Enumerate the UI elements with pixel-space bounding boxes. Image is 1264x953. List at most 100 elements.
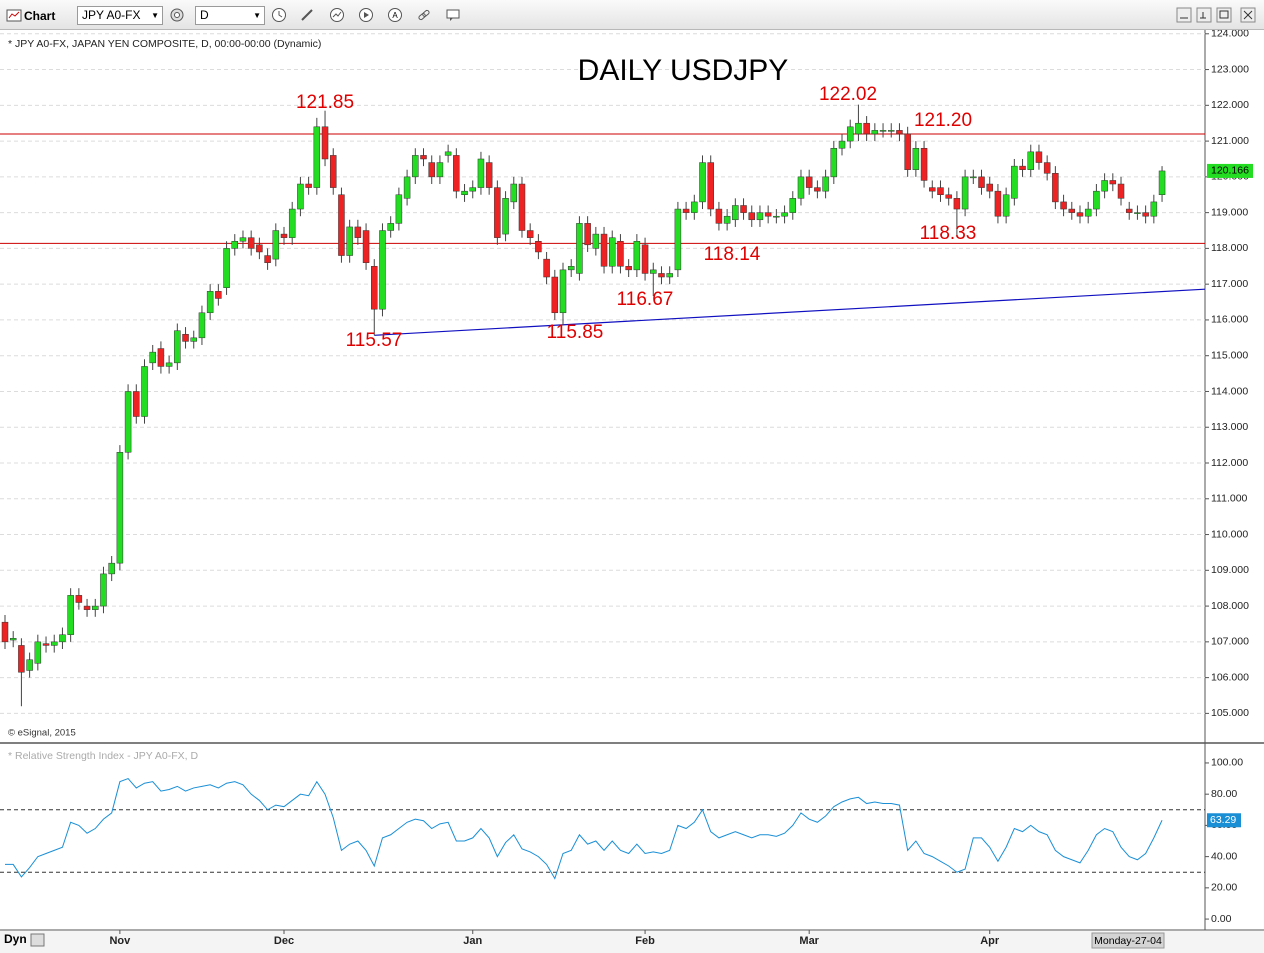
y-tick-label: 111.000 — [1211, 493, 1248, 505]
candle-body — [535, 240, 542, 253]
mode-label: Dyn — [4, 932, 27, 946]
candle-body — [387, 223, 394, 231]
y-tick-label: 108.000 — [1211, 600, 1249, 612]
candle-body — [773, 215, 780, 218]
candle-body — [1093, 190, 1100, 210]
candle-body — [707, 162, 714, 210]
candle-body — [9, 638, 17, 641]
y-tick-label: 107.000 — [1211, 636, 1249, 648]
candle-body — [239, 237, 247, 242]
window-button[interactable] — [1176, 7, 1192, 23]
alert-tool[interactable]: A — [387, 7, 403, 23]
candle-body — [855, 122, 862, 135]
candle-body — [453, 155, 460, 192]
candle-body — [100, 573, 107, 607]
time-settings[interactable] — [271, 7, 287, 23]
candle-body — [551, 276, 559, 314]
candle-body — [444, 151, 452, 156]
window-button[interactable] — [1216, 7, 1232, 23]
interval-text: D — [200, 8, 209, 22]
y-tick-label: 40.00 — [1211, 850, 1237, 862]
candle-body — [699, 162, 706, 203]
candle-body — [814, 187, 821, 192]
background — [0, 30, 1264, 953]
study-tool[interactable] — [329, 7, 345, 23]
candle-body — [658, 273, 665, 278]
candle-body — [838, 140, 846, 149]
interval-input[interactable]: D ▼ — [195, 6, 265, 25]
trendline — [374, 288, 1206, 336]
candle-body — [1027, 151, 1034, 170]
candle-body — [149, 351, 156, 364]
candle-body — [1125, 208, 1133, 213]
candle-body — [436, 162, 444, 178]
candle-body — [805, 176, 813, 188]
mode-button[interactable] — [30, 933, 45, 947]
candle-body — [1084, 208, 1092, 217]
candle-body — [223, 248, 230, 288]
last-rsi-label: 63.29 — [1210, 814, 1236, 826]
candle-body — [338, 194, 345, 256]
candle-body — [781, 212, 788, 217]
candle-body — [92, 605, 99, 610]
link-tool[interactable] — [416, 7, 432, 23]
price-annotation: 115.85 — [547, 322, 604, 343]
candle-body — [494, 187, 501, 238]
candle-body — [600, 233, 608, 267]
candle-body — [313, 126, 321, 188]
candle-body — [108, 562, 115, 575]
candle-body — [141, 366, 148, 417]
candle-body — [879, 130, 887, 132]
window-button[interactable] — [1196, 7, 1212, 23]
symbol-input[interactable]: JPY A0-FX ▼ — [77, 6, 163, 25]
candle-body — [288, 208, 296, 238]
candle-body — [666, 273, 673, 278]
y-tick-label: 110.000 — [1211, 528, 1248, 540]
candle-body — [1134, 212, 1141, 214]
candle-body — [83, 605, 91, 610]
y-tick-label: 20.00 — [1211, 882, 1237, 894]
candle-body — [1, 621, 9, 643]
candle-body — [67, 595, 74, 635]
candle-body — [1002, 194, 1010, 217]
candle-body — [165, 362, 173, 367]
y-tick-label: 123.000 — [1211, 63, 1249, 75]
candle-body — [978, 176, 985, 188]
candle-body — [904, 133, 911, 170]
candle-body — [362, 230, 370, 263]
window-button[interactable] — [1240, 7, 1256, 23]
y-tick-label: 113.000 — [1211, 421, 1248, 433]
candle-body — [272, 230, 280, 260]
candle-body — [510, 183, 518, 203]
candle-body — [329, 155, 337, 188]
candle-body — [994, 190, 1002, 217]
draw-tool[interactable] — [299, 7, 315, 23]
candle-body — [1043, 162, 1051, 174]
candle-body — [1117, 183, 1125, 199]
candle-body — [34, 641, 42, 664]
play-tool[interactable] — [358, 7, 374, 23]
candle-body — [830, 147, 838, 178]
candle-body — [633, 240, 641, 271]
candle-body — [1019, 165, 1026, 170]
rsi-line — [5, 777, 1163, 880]
comment-tool[interactable] — [445, 7, 461, 23]
candle-body — [567, 266, 575, 271]
candle-body — [198, 312, 206, 339]
y-tick-label: 119.000 — [1211, 206, 1248, 218]
y-tick-label: 100.00 — [1211, 757, 1243, 769]
candle-body — [379, 230, 386, 310]
dropdown-arrow: ▼ — [151, 11, 159, 20]
candle-body — [280, 233, 288, 238]
symbol-settings[interactable] — [169, 7, 185, 23]
candle-body — [961, 176, 969, 210]
candle-body — [526, 230, 534, 238]
candle-body — [1035, 151, 1043, 163]
candle-body — [641, 244, 649, 274]
candle-body — [371, 266, 378, 310]
candle-body — [1060, 201, 1067, 210]
candle-body — [412, 155, 419, 178]
candle-body — [1142, 212, 1149, 217]
level-label: 121.20 — [914, 110, 972, 131]
candle-body — [469, 187, 476, 192]
